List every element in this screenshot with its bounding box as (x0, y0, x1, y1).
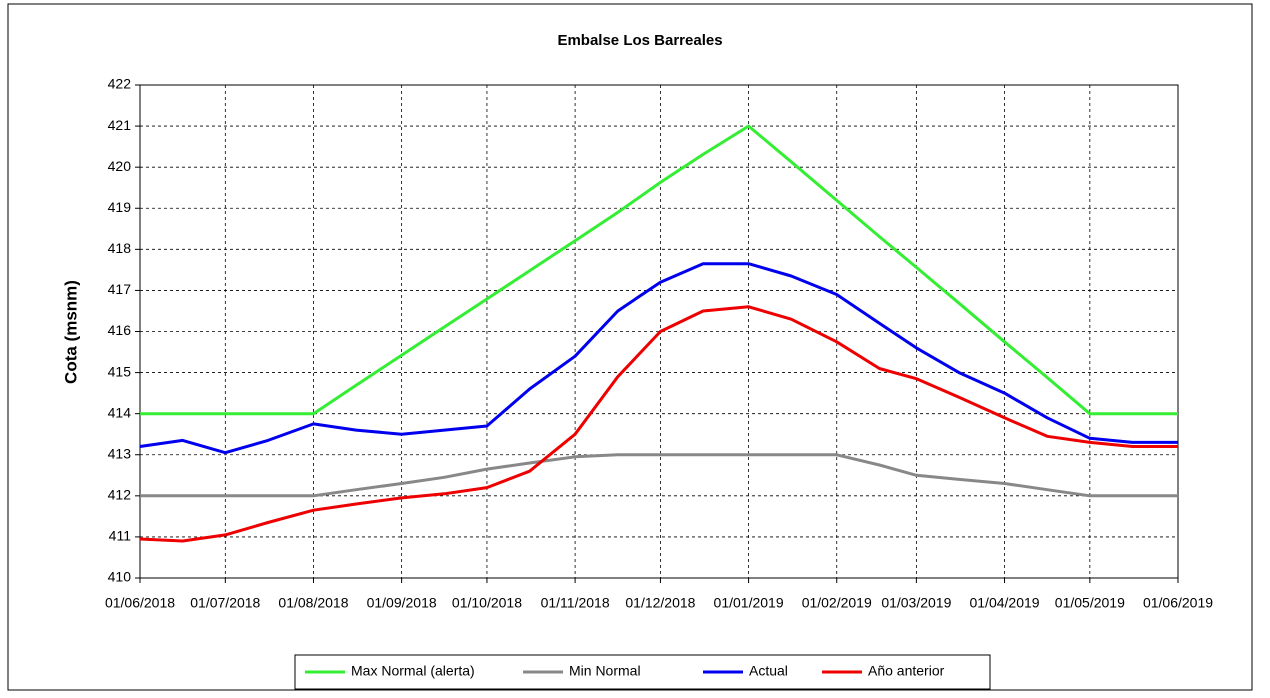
series-line (139, 262, 1178, 455)
legend-box (294, 654, 991, 690)
plot-area (139, 84, 1179, 579)
y-axis-label: Cota (msnm) (61, 280, 80, 384)
y-tick-label: 410 (108, 569, 132, 585)
chart-title: Embalse Los Barreales (557, 32, 722, 49)
x-tick-label: 01/06/2019 (1143, 595, 1213, 611)
x-tick-label: 01/03/2019 (881, 595, 951, 611)
chart-frame (7, 3, 1253, 691)
y-tick-label: 411 (109, 528, 132, 544)
legend-label: Min Normal (569, 663, 641, 679)
y-tick-label: 415 (108, 363, 132, 379)
y-tick-label: 412 (108, 487, 132, 503)
x-tick-label: 01/08/2018 (278, 595, 348, 611)
x-tick-label: 01/12/2018 (625, 595, 695, 611)
y-tick-label: 413 (108, 445, 132, 461)
legend-label: Actual (749, 663, 788, 679)
y-tick-label: 416 (108, 322, 132, 338)
x-tick-label: 01/10/2018 (452, 595, 522, 611)
y-tick-label: 417 (108, 281, 132, 297)
x-tick-label: 01/04/2019 (969, 595, 1039, 611)
y-tick-label: 419 (108, 199, 132, 215)
series-line (140, 453, 1178, 498)
x-tick-label: 01/07/2018 (190, 595, 260, 611)
y-tick-label: 420 (108, 158, 132, 174)
x-tick-label: 01/06/2018 (105, 595, 175, 611)
y-tick-label: 414 (108, 404, 132, 420)
x-tick-label: 01/01/2019 (714, 595, 784, 611)
legend-label: Max Normal (alerta) (351, 663, 475, 679)
series-line (139, 305, 1178, 543)
y-tick-label: 422 (108, 76, 132, 92)
x-tick-label: 01/11/2018 (541, 595, 610, 611)
x-tick-label: 01/09/2018 (367, 595, 437, 611)
y-tick-label: 421 (108, 117, 132, 133)
legend-label: Año anterior (868, 663, 945, 679)
series-line (140, 124, 1178, 416)
x-tick-label: 01/02/2019 (802, 595, 872, 611)
y-tick-label: 418 (108, 240, 132, 256)
x-tick-label: 01/05/2019 (1055, 595, 1125, 611)
